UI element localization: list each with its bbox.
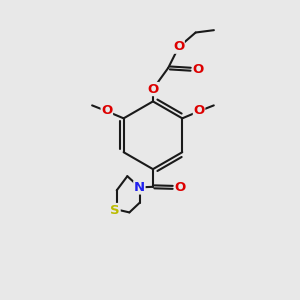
Text: O: O bbox=[194, 104, 205, 117]
Text: O: O bbox=[173, 40, 184, 53]
Text: O: O bbox=[175, 181, 186, 194]
Text: O: O bbox=[193, 63, 204, 76]
Text: S: S bbox=[110, 204, 120, 217]
Text: O: O bbox=[101, 104, 112, 117]
Text: N: N bbox=[134, 181, 145, 194]
Text: O: O bbox=[147, 82, 159, 95]
